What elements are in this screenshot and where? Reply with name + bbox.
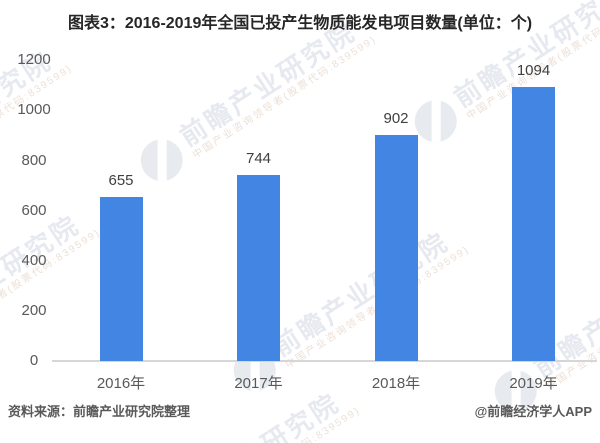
x-axis-line — [52, 360, 597, 362]
y-axis-tick-label: 1000 — [17, 101, 51, 119]
x-axis-label: 2016年 — [96, 375, 146, 392]
bar-2017 — [237, 175, 280, 361]
y-axis-tick-label: 200 — [21, 301, 47, 319]
bar-value-label: 744 — [245, 150, 272, 167]
x-axis-label: 2019年 — [509, 375, 558, 392]
bar-2019 — [512, 87, 555, 361]
y-axis-tick-label: 1200 — [17, 51, 51, 69]
x-axis-label: 2017年 — [234, 375, 283, 392]
y-axis-tick-label: 0 — [29, 352, 39, 369]
bar-value-label: 655 — [108, 172, 134, 189]
footer: 资料来源：前瞻产业研究院整理 @前瞻经济学人APP — [8, 401, 592, 420]
bar-value-label: 902 — [383, 110, 409, 127]
bar-value-label: 1094 — [516, 62, 551, 79]
source-text: 资料来源：前瞻产业研究院整理 — [8, 404, 191, 419]
y-axis-tick-label: 600 — [21, 201, 47, 219]
chart-title: 图表3：2016-2019年全国已投产生物质能发电项目数量(单位：个) — [67, 15, 533, 32]
bar-2018 — [374, 135, 418, 361]
y-axis-tick-label: 400 — [21, 251, 47, 269]
x-axis-label: 2018年 — [371, 375, 421, 392]
y-axis-tick-label: 800 — [21, 151, 47, 169]
bar-2016 — [99, 197, 143, 361]
credit-text: @前瞻经济学人APP — [474, 404, 592, 419]
